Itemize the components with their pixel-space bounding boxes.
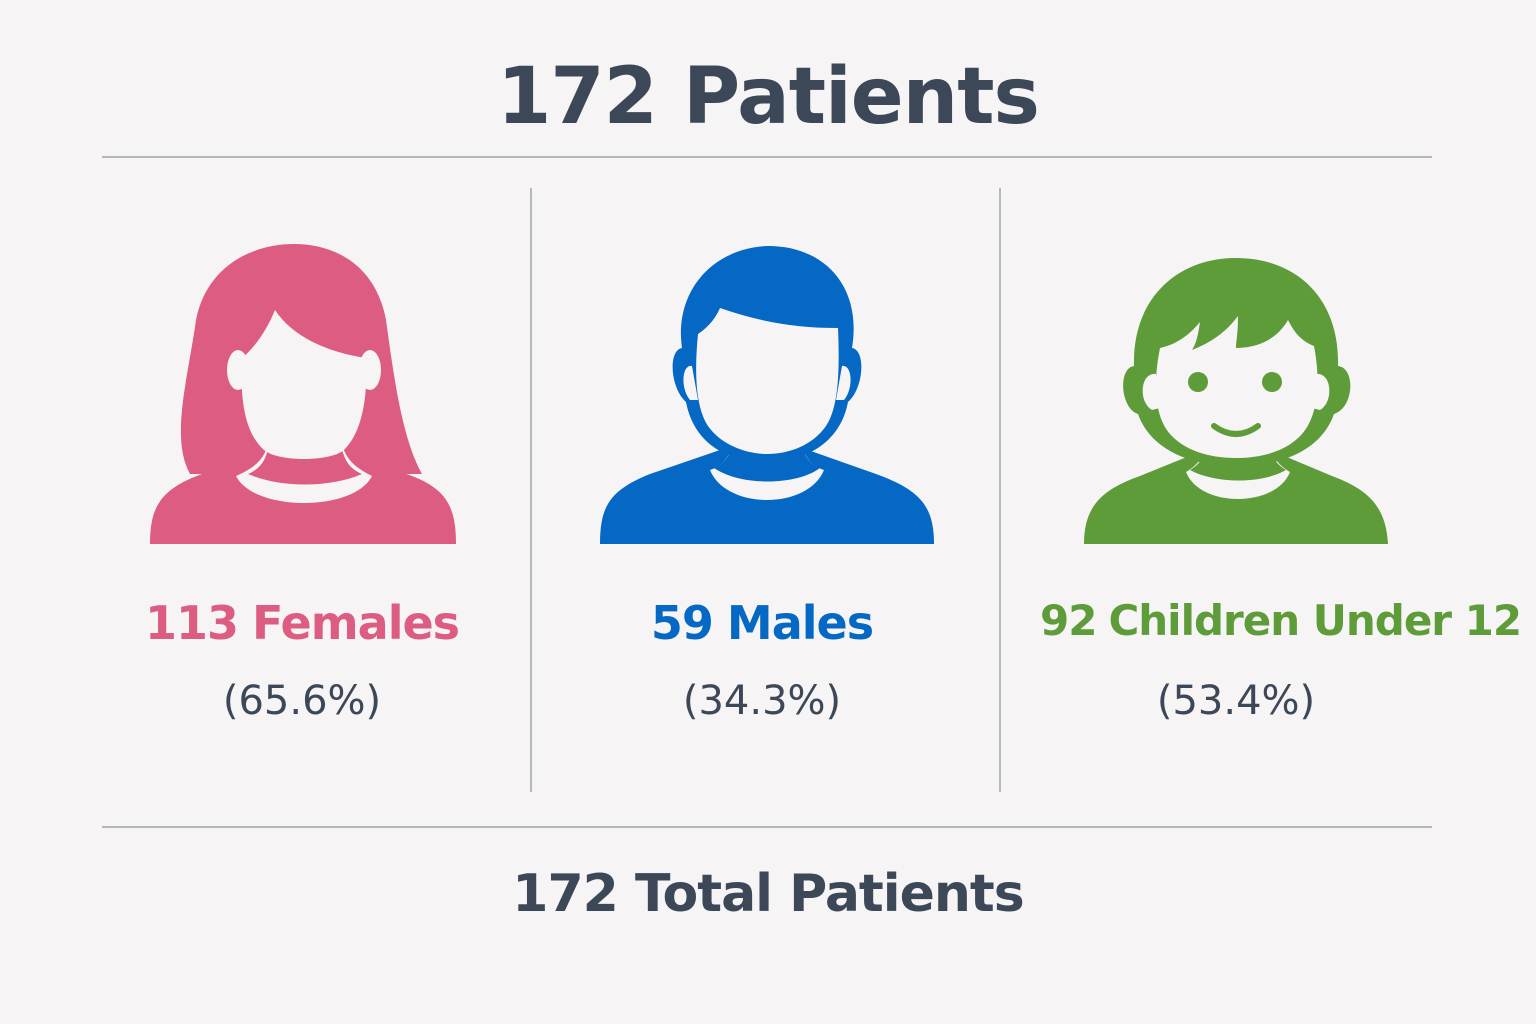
column-divider-right: [999, 188, 1001, 792]
child-count-label: Children Under 12: [1108, 596, 1522, 645]
column-divider-left: [530, 188, 532, 792]
male-panel: 59 Males (34.3%): [590, 188, 934, 792]
male-percent: (34.3%): [682, 678, 842, 724]
female-percent: (65.6%): [222, 678, 382, 724]
page-title: 172 Patients: [497, 52, 1040, 142]
child-count: 92 Children Under 12: [1040, 596, 1522, 645]
female-count-value: 113: [144, 596, 239, 650]
male-count-label: Males: [726, 596, 874, 650]
child-avatar-icon: [1084, 258, 1388, 544]
female-panel: 113 Females (65.6%): [130, 188, 474, 792]
female-count: 113 Females: [130, 596, 474, 650]
total-patients: 172 Total Patients: [512, 864, 1024, 924]
child-panel: 92 Children Under 12 (53.4%): [1040, 188, 1522, 792]
child-percent: (53.4%): [1156, 678, 1316, 724]
child-count-value: 92: [1040, 596, 1097, 645]
male-count-value: 59: [650, 596, 714, 650]
female-count-label: Females: [251, 596, 460, 650]
bottom-divider: [102, 826, 1432, 828]
male-count: 59 Males: [590, 596, 934, 650]
top-divider: [102, 156, 1432, 158]
male-avatar-icon: [600, 246, 934, 544]
female-avatar-icon: [150, 244, 456, 544]
